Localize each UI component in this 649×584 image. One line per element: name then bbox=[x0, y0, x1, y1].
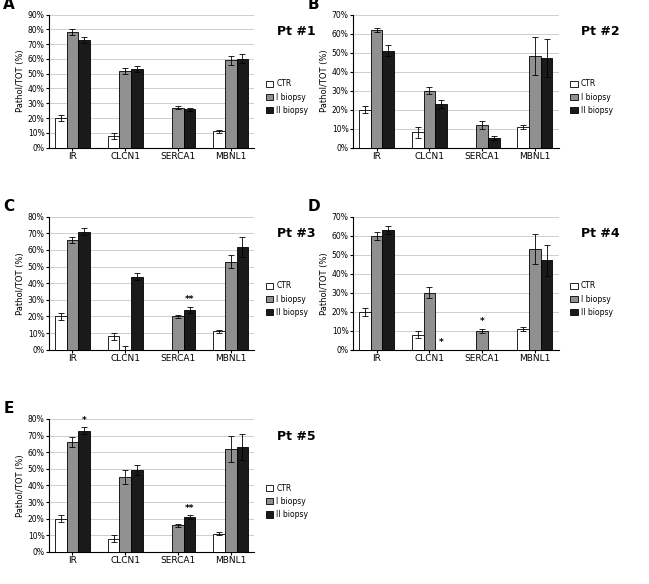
Text: C: C bbox=[3, 199, 14, 214]
Bar bbox=[236, 246, 248, 350]
Bar bbox=[172, 525, 184, 552]
Bar bbox=[184, 109, 195, 148]
Legend: CTR, I biopsy, II biopsy: CTR, I biopsy, II biopsy bbox=[266, 79, 308, 114]
Bar bbox=[236, 59, 248, 148]
Bar bbox=[225, 262, 236, 350]
Text: **: ** bbox=[185, 504, 194, 513]
Text: Pt #3: Pt #3 bbox=[277, 227, 315, 241]
Text: *: * bbox=[82, 416, 86, 425]
Y-axis label: Pathol/TOT (%): Pathol/TOT (%) bbox=[16, 252, 25, 315]
Bar bbox=[412, 335, 424, 350]
Text: D: D bbox=[308, 199, 320, 214]
Bar bbox=[541, 260, 552, 350]
Bar bbox=[67, 32, 79, 148]
Bar bbox=[529, 57, 541, 148]
Bar bbox=[172, 107, 184, 148]
Bar bbox=[67, 240, 79, 350]
Bar bbox=[488, 138, 500, 148]
Bar bbox=[119, 477, 131, 552]
Bar bbox=[214, 131, 225, 148]
Bar bbox=[184, 517, 195, 552]
Bar bbox=[214, 332, 225, 350]
Bar bbox=[412, 133, 424, 148]
Bar bbox=[79, 40, 90, 148]
Text: *: * bbox=[439, 338, 443, 347]
Bar bbox=[435, 104, 447, 148]
Bar bbox=[79, 430, 90, 552]
Bar bbox=[79, 232, 90, 350]
Text: *: * bbox=[480, 317, 485, 326]
Y-axis label: Pathol/TOT (%): Pathol/TOT (%) bbox=[320, 252, 329, 315]
Y-axis label: Pathol/TOT (%): Pathol/TOT (%) bbox=[320, 50, 329, 112]
Bar bbox=[359, 110, 371, 148]
Bar bbox=[476, 331, 488, 350]
Legend: CTR, I biopsy, II biopsy: CTR, I biopsy, II biopsy bbox=[266, 281, 308, 317]
Bar bbox=[55, 519, 67, 552]
Bar bbox=[108, 538, 119, 552]
Text: Pt #2: Pt #2 bbox=[582, 25, 620, 38]
Bar bbox=[529, 249, 541, 350]
Bar bbox=[371, 30, 382, 148]
Text: A: A bbox=[3, 0, 15, 12]
Legend: CTR, I biopsy, II biopsy: CTR, I biopsy, II biopsy bbox=[570, 79, 613, 114]
Bar bbox=[55, 118, 67, 148]
Bar bbox=[172, 317, 184, 350]
Bar bbox=[517, 127, 529, 148]
Bar bbox=[236, 447, 248, 552]
Legend: CTR, I biopsy, II biopsy: CTR, I biopsy, II biopsy bbox=[266, 484, 308, 519]
Text: E: E bbox=[3, 401, 14, 416]
Y-axis label: Pathol/TOT (%): Pathol/TOT (%) bbox=[16, 454, 25, 517]
Bar bbox=[382, 230, 394, 350]
Bar bbox=[225, 60, 236, 148]
Bar bbox=[131, 471, 143, 552]
Text: Pt #5: Pt #5 bbox=[277, 429, 316, 443]
Bar bbox=[131, 277, 143, 350]
Bar bbox=[184, 310, 195, 350]
Bar bbox=[214, 534, 225, 552]
Bar bbox=[424, 293, 435, 350]
Text: Pt #4: Pt #4 bbox=[582, 227, 620, 241]
Text: B: B bbox=[308, 0, 319, 12]
Bar bbox=[476, 125, 488, 148]
Bar bbox=[371, 236, 382, 350]
Bar bbox=[359, 312, 371, 350]
Bar bbox=[67, 442, 79, 552]
Bar bbox=[131, 69, 143, 148]
Bar bbox=[225, 449, 236, 552]
Bar bbox=[541, 58, 552, 148]
Bar bbox=[55, 317, 67, 350]
Text: **: ** bbox=[185, 295, 194, 304]
Bar bbox=[108, 336, 119, 350]
Bar bbox=[424, 91, 435, 148]
Bar bbox=[382, 51, 394, 148]
Bar bbox=[119, 71, 131, 148]
Bar bbox=[517, 329, 529, 350]
Legend: CTR, I biopsy, II biopsy: CTR, I biopsy, II biopsy bbox=[570, 281, 613, 317]
Text: Pt #1: Pt #1 bbox=[277, 25, 316, 38]
Bar bbox=[108, 135, 119, 148]
Y-axis label: Pathol/TOT (%): Pathol/TOT (%) bbox=[16, 50, 25, 112]
